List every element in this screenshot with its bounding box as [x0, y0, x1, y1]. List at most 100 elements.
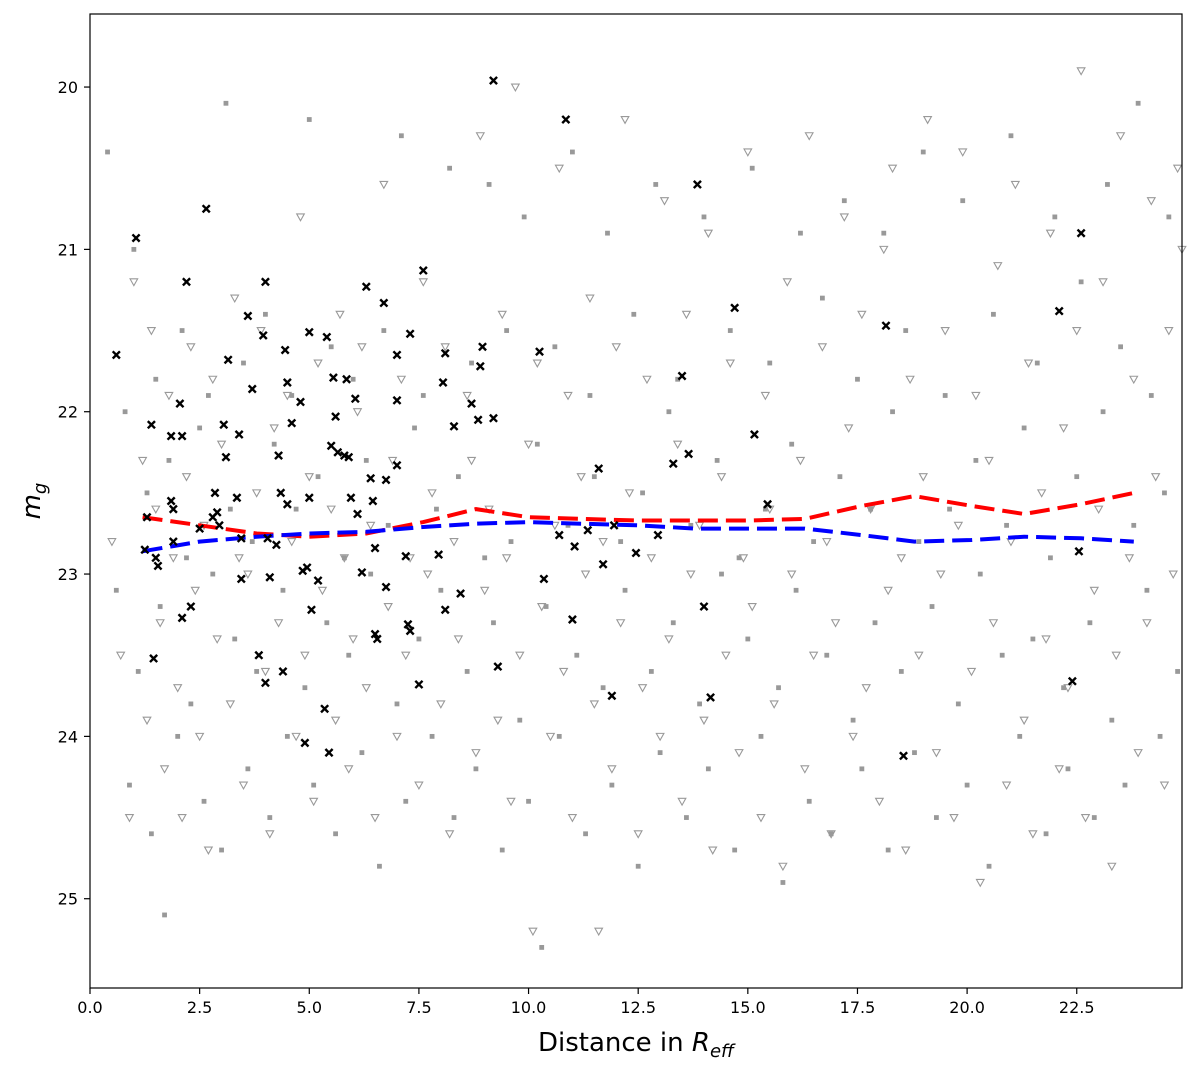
x-point	[247, 384, 257, 394]
square-point	[1078, 279, 1084, 285]
triangle-point	[918, 473, 928, 482]
triangle-point	[383, 602, 393, 612]
x-point	[434, 550, 444, 560]
x-axis-label-text: Distance in	[538, 1028, 692, 1058]
square-point	[912, 750, 917, 756]
square-point	[855, 376, 860, 382]
x-point	[276, 488, 286, 498]
square-point	[482, 555, 488, 561]
triangle-point	[387, 456, 398, 466]
square-point	[890, 409, 895, 415]
triangle-point	[567, 813, 578, 823]
square-point	[947, 506, 952, 512]
x-point	[149, 654, 159, 663]
square-point	[455, 474, 461, 480]
x-point	[221, 452, 231, 462]
square-point	[284, 733, 290, 739]
x-tick-label: 15.0	[730, 998, 766, 1017]
x-point	[177, 431, 187, 441]
x-point	[473, 415, 483, 425]
triangle-point	[1093, 505, 1104, 515]
x-point	[609, 520, 619, 530]
square-point	[289, 393, 295, 398]
x-point	[881, 321, 891, 331]
x-point	[1054, 306, 1064, 316]
square-point	[758, 733, 764, 739]
x-point	[353, 509, 362, 519]
lines-layer	[142, 490, 1135, 554]
x-tick-label: 7.5	[406, 998, 431, 1017]
x-point	[234, 429, 244, 439]
y-axis-label: mg	[17, 483, 51, 520]
square-point	[144, 490, 150, 496]
triangle-point	[716, 473, 727, 482]
triangle-point	[1036, 489, 1047, 498]
square-point	[210, 571, 216, 577]
square-point	[898, 669, 904, 674]
x-point	[260, 678, 270, 688]
x-point	[403, 619, 413, 629]
triangle-point	[493, 716, 503, 726]
square-point	[986, 863, 992, 869]
triangle-point	[208, 375, 218, 385]
square-point	[245, 766, 251, 772]
square-point	[363, 458, 369, 463]
triangle-point	[708, 846, 718, 855]
square-point	[977, 571, 983, 577]
square-point	[885, 847, 891, 853]
triangle-point	[1115, 132, 1126, 141]
x-point	[381, 582, 391, 592]
x-point	[493, 662, 503, 672]
square-point	[1105, 182, 1110, 187]
triangle-point	[497, 310, 507, 320]
x-point	[440, 605, 450, 615]
triangle-point	[800, 765, 810, 774]
triangle-point	[291, 732, 301, 742]
triangle-point	[444, 830, 455, 839]
triangle-point	[256, 326, 266, 336]
square-point	[1034, 360, 1040, 366]
triangle-point	[282, 391, 293, 401]
square-point	[350, 376, 356, 382]
square-point	[241, 360, 246, 366]
square-point	[1004, 522, 1009, 528]
triangle-point	[830, 619, 841, 628]
square-point	[232, 636, 238, 642]
x-point	[175, 399, 185, 409]
x-point	[186, 602, 196, 611]
square-point	[732, 847, 738, 853]
triangle-point	[471, 749, 481, 758]
square-point	[504, 328, 510, 333]
square-point	[508, 539, 514, 544]
triangle-point	[479, 586, 490, 596]
triangle-point	[615, 619, 626, 628]
triangle-point	[598, 538, 608, 547]
triangle-point	[1058, 424, 1069, 433]
x-point	[449, 421, 459, 431]
square-point	[381, 328, 387, 333]
square-point	[1008, 133, 1014, 139]
square-point	[429, 733, 435, 739]
triangle-point	[313, 359, 323, 368]
triangle-point	[576, 473, 586, 482]
triangle-point	[953, 521, 964, 531]
triangle-point	[436, 700, 446, 709]
x-point	[405, 626, 415, 636]
triangle-point	[984, 456, 994, 466]
triangle-point	[357, 343, 367, 352]
triangle-point	[795, 456, 806, 466]
square-point	[1122, 782, 1128, 788]
x-point	[438, 378, 448, 387]
square-point	[267, 815, 273, 820]
square-point	[206, 393, 211, 398]
triangle-point	[861, 684, 871, 693]
triangle-point	[848, 732, 858, 742]
triangle-point	[216, 440, 227, 450]
square-point	[346, 652, 352, 658]
square-point	[306, 117, 312, 122]
triangle-point	[699, 716, 709, 726]
triangle-point	[1076, 67, 1086, 76]
x-point	[598, 559, 608, 569]
x-point	[749, 429, 759, 439]
square-point	[828, 831, 834, 837]
